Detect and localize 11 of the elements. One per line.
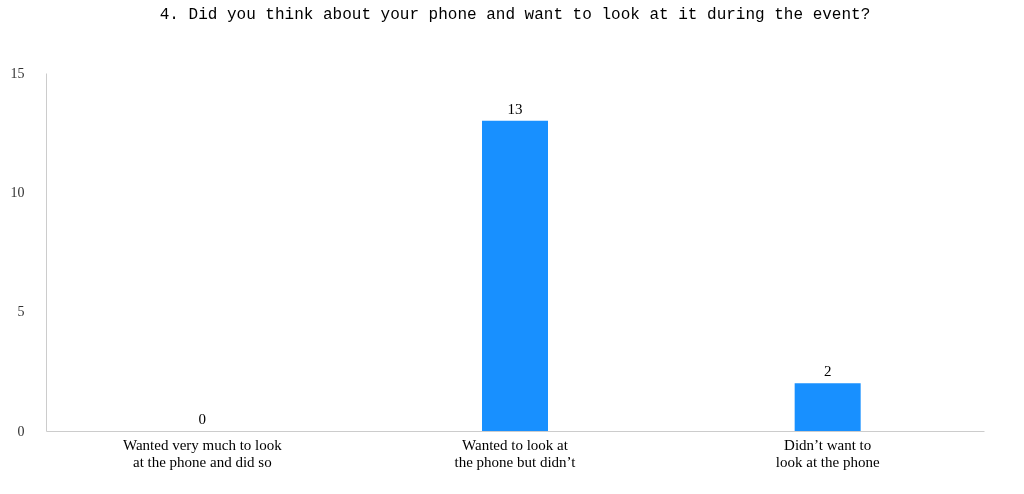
- x-tick-label: Didn’t want to look at the phone: [775, 436, 880, 470]
- data-label: 13: [507, 100, 523, 117]
- x-tick-label: Wanted very much to look at the phone and did so: [122, 436, 283, 470]
- y-tick-label: 15: [10, 65, 25, 81]
- data-label: 0: [198, 411, 207, 427]
- x-tick-label: Wanted to look at the phone but didn’t: [454, 436, 577, 470]
- chart-title: 4. Did you think about your phone and want to look at it during the event?: [159, 6, 871, 24]
- y-tick-label: 5: [17, 304, 25, 320]
- y-tick-label: 10: [10, 184, 25, 200]
- y-tick-label: 0: [17, 423, 25, 439]
- data-label: 2: [823, 363, 832, 380]
